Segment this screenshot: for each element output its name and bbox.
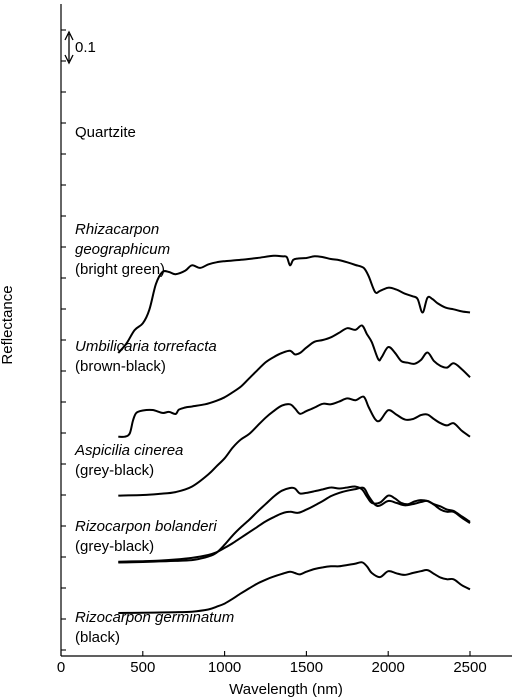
x-tick-label: 0 (57, 659, 65, 676)
x-tick-label: 500 (130, 659, 155, 676)
series-label-1-line-1: Quartzite (75, 124, 136, 141)
series-label-5-line-2: (grey-black) (75, 538, 154, 555)
series-label-6-line-1: Rizocarpon germinatum (75, 609, 234, 626)
series-label-2-line-3: (bright green) (75, 261, 165, 278)
scale-bar-label: 0.1 (75, 39, 96, 56)
series-label-3-line-1: Umbilicaria torrefacta (75, 338, 217, 355)
scale-bar: 0.1 (64, 30, 96, 65)
series-label-5-line-1: Rizocarpon bolanderi (75, 518, 217, 535)
series-labels: Quartzite Rhizacarpon geographicum (bright … (74, 124, 234, 646)
series-label-4-line-2: (grey-black) (75, 462, 154, 479)
scale-bar-arrow-up (64, 30, 74, 41)
series-label-4-line-1: Aspicilia cinerea (74, 442, 183, 459)
spectrum-curve-2 (118, 324, 471, 438)
series-label-2-line-1: Rhizacarpon (75, 221, 159, 238)
series-label-2-line-2: geographicum (75, 241, 170, 258)
spectrum-curve-1 (117, 254, 471, 354)
scale-bar-arrow-down (64, 54, 74, 65)
series-label-6-line-2: (black) (75, 629, 120, 646)
series-label-3-line-2: (brown-black) (75, 358, 166, 375)
y-axis-title: Reflectance (0, 285, 16, 364)
spectrum-curve-5 (118, 486, 471, 563)
x-tick-label: 2500 (453, 659, 486, 676)
spectra-curves (117, 254, 471, 614)
x-axis-title: Wavelength (nm) (229, 681, 343, 698)
spectrum-curve-6 (118, 561, 471, 614)
spectrum-curve-3 (118, 395, 471, 497)
x-tick-label: 1000 (208, 659, 241, 676)
axes: 0 500 1000 1500 2000 2500 (57, 4, 512, 676)
x-tick-label: 1500 (290, 659, 323, 676)
x-tick-label: 2000 (372, 659, 405, 676)
